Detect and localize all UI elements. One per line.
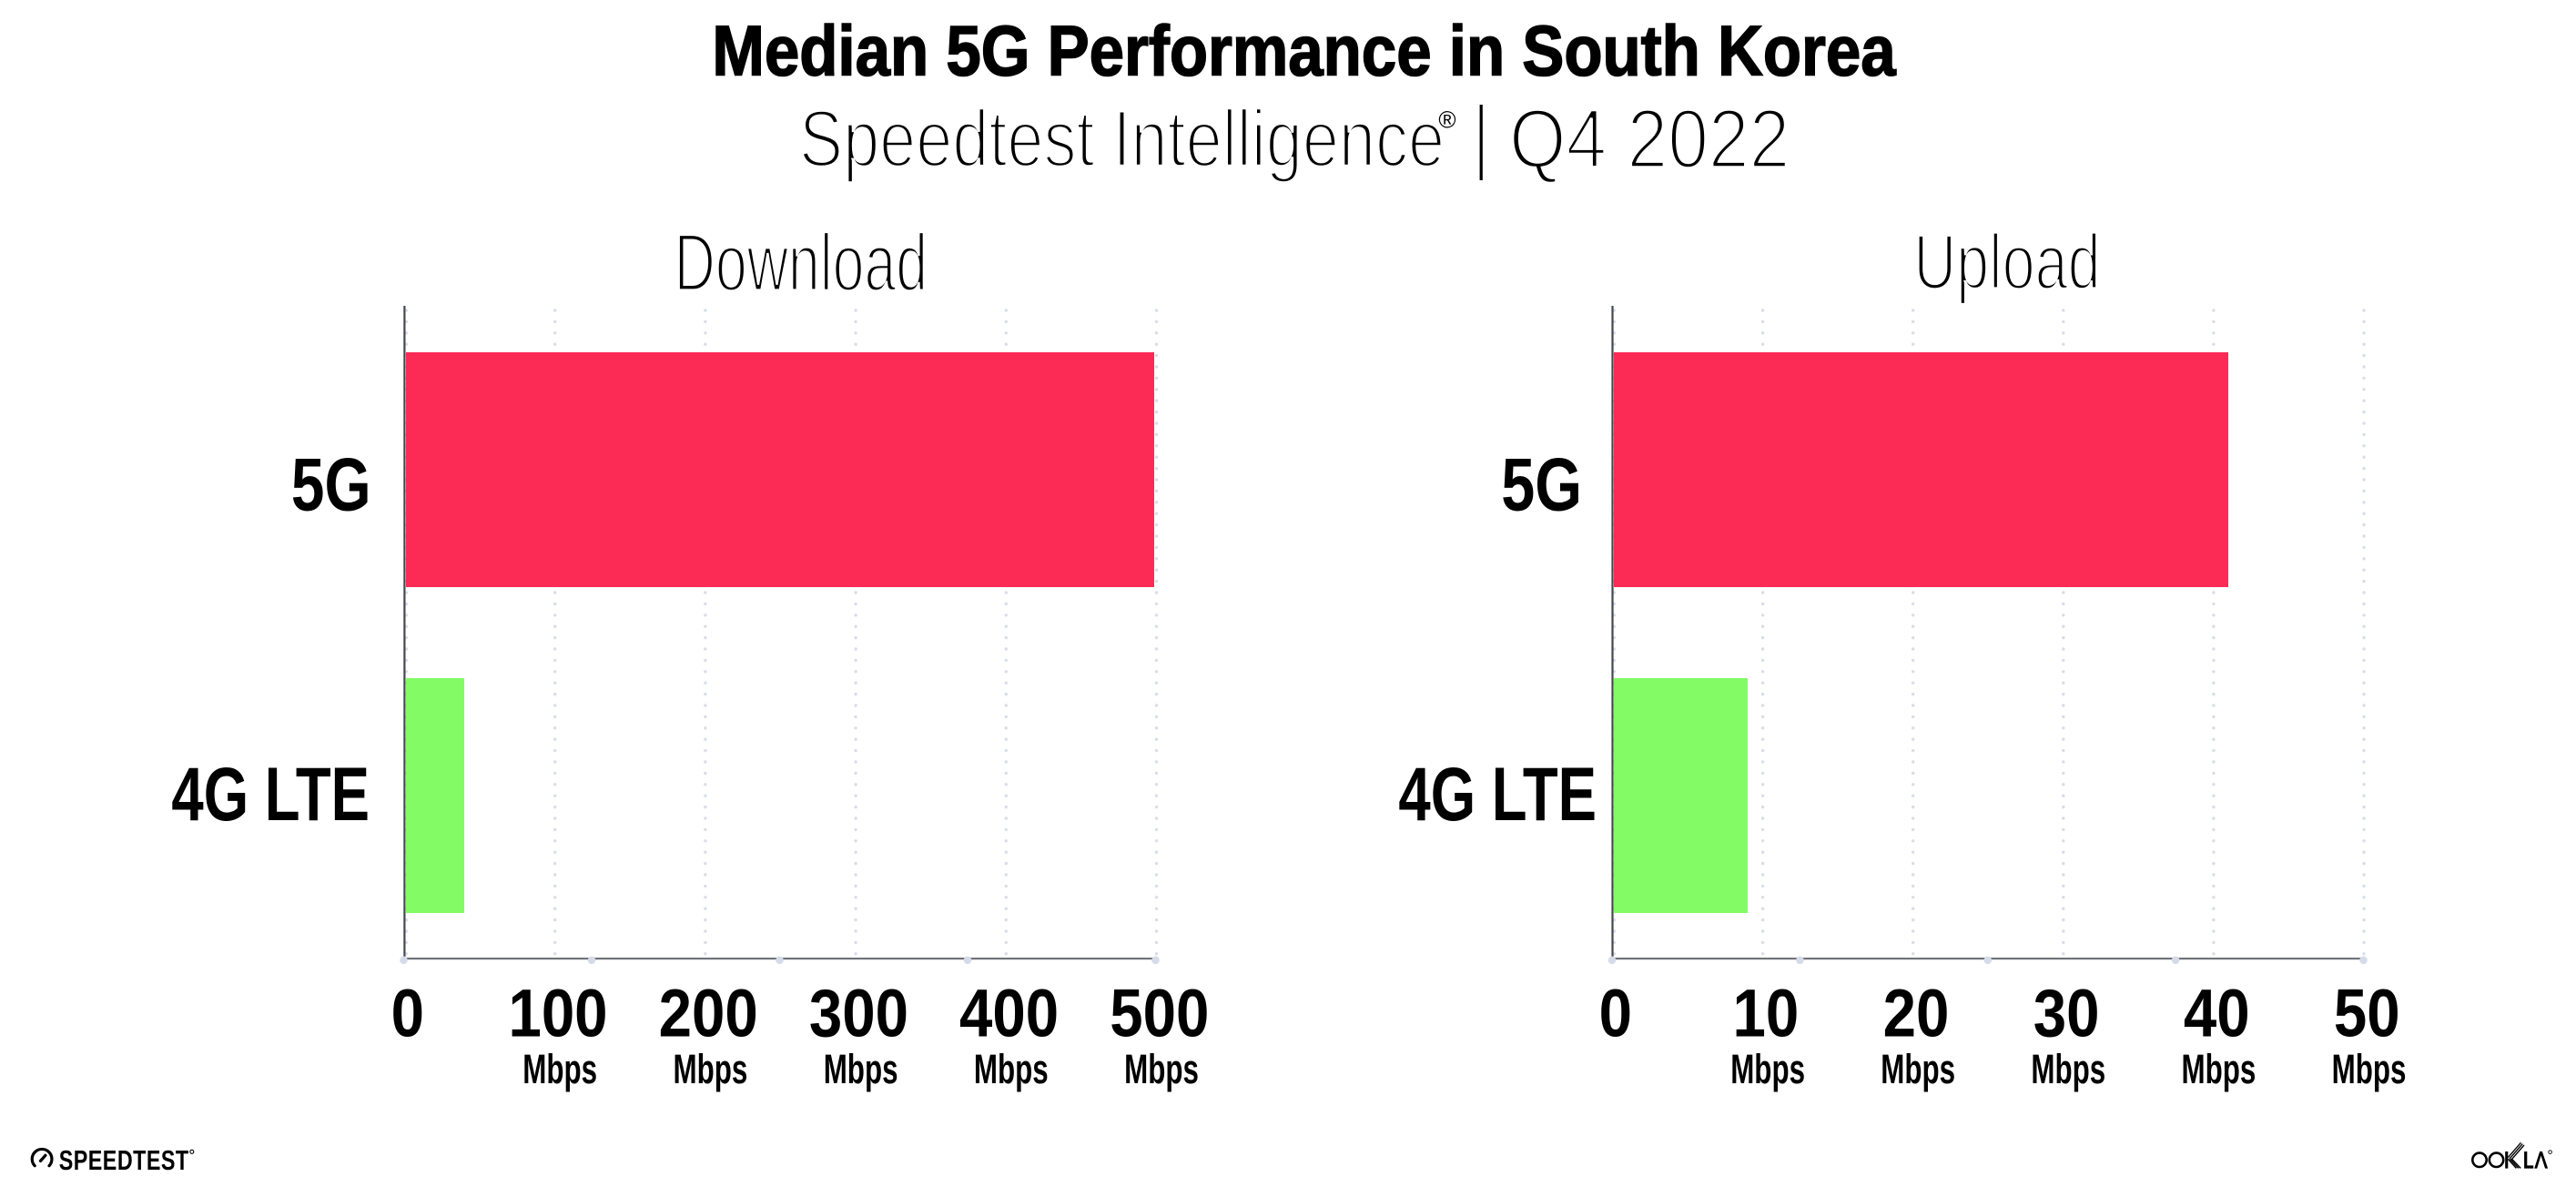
svg-text:Download: Download [674,218,928,308]
svg-text:Mbps: Mbps [974,1047,1049,1092]
svg-text:400: 400 [959,976,1059,1051]
svg-text:10: 10 [1733,976,1800,1051]
svg-text:300: 300 [809,976,908,1051]
svg-text:4G LTE: 4G LTE [1398,752,1597,837]
svg-text:Mbps: Mbps [2332,1047,2407,1092]
svg-text:Mbps: Mbps [522,1047,597,1092]
svg-text:Mbps: Mbps [1730,1047,1805,1092]
svg-text:Mbps: Mbps [2182,1047,2257,1092]
svg-text:0: 0 [1599,976,1632,1051]
svg-text:Mbps: Mbps [2031,1047,2105,1092]
svg-text:®: ® [1438,107,1455,134]
svg-text:Mbps: Mbps [1124,1047,1199,1092]
svg-text:50: 50 [2334,976,2400,1051]
svg-text:30: 30 [2033,976,2100,1051]
svg-text:5G: 5G [1501,441,1582,526]
svg-text:40: 40 [2184,976,2250,1051]
svg-text:0: 0 [391,976,424,1051]
svg-text:Mbps: Mbps [1881,1047,1955,1092]
svg-text:500: 500 [1110,976,1209,1051]
svg-text:20: 20 [1883,976,1950,1051]
svg-text:Mbps: Mbps [674,1047,748,1092]
svg-text:Upload: Upload [1913,218,2100,306]
svg-text:100: 100 [508,976,607,1051]
svg-text:Q4 2022: Q4 2022 [1509,93,1790,186]
svg-text:4G LTE: 4G LTE [171,752,370,837]
svg-text:5G: 5G [291,441,371,526]
svg-text:SPEEDTEST: SPEEDTEST [59,1144,189,1176]
svg-text:200: 200 [659,976,758,1051]
svg-text:Mbps: Mbps [824,1047,898,1092]
svg-text:Speedtest Intelligence: Speedtest Intelligence [799,95,1445,185]
svg-text:Median 5G Performance in South: Median 5G Performance in South Korea [712,10,1896,90]
